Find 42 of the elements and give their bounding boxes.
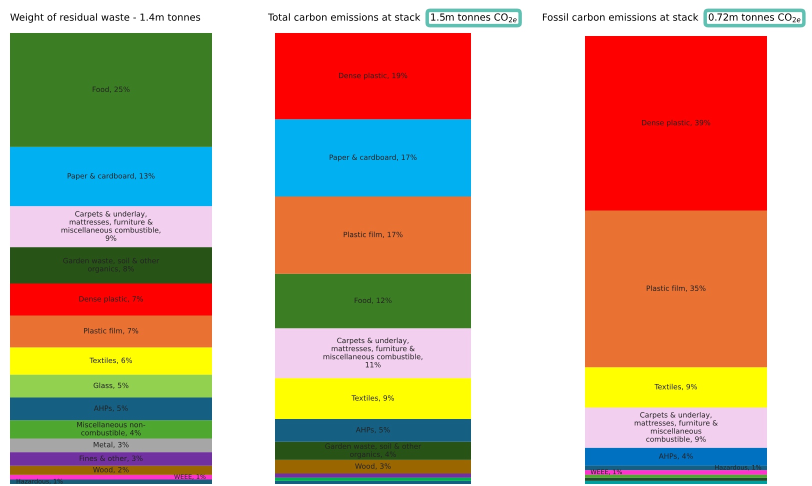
bar — [585, 478, 767, 481]
bar — [585, 474, 767, 478]
bar — [10, 420, 212, 438]
bar — [10, 374, 212, 398]
chart-title: Total carbon emissions at stack — [268, 13, 420, 21]
bar — [10, 479, 212, 484]
text: 1.5m tonnes CO$_{2e}$ — [431, 13, 517, 22]
bar — [10, 206, 212, 248]
bar — [275, 196, 471, 274]
bar — [10, 315, 212, 348]
bar — [585, 470, 767, 475]
text: 0.72m tonnes CO$_{2e}$ — [708, 13, 800, 22]
bar — [585, 210, 767, 368]
bar — [585, 36, 767, 211]
bar — [275, 328, 471, 378]
bar — [10, 438, 212, 452]
bar — [585, 407, 767, 448]
bar — [585, 448, 767, 466]
bar — [275, 378, 471, 420]
bar — [585, 367, 767, 408]
bar — [275, 419, 471, 442]
bar — [585, 480, 767, 484]
bar — [275, 478, 471, 481]
bar — [10, 466, 212, 475]
bar — [585, 466, 767, 470]
bar — [275, 474, 471, 478]
chart-title: Fossil carbon emissions at stack — [542, 13, 698, 21]
bar — [275, 33, 471, 120]
bar — [10, 347, 212, 375]
bar — [10, 33, 212, 147]
bar — [275, 119, 471, 197]
bar — [10, 452, 212, 466]
bar — [275, 460, 471, 474]
bar — [10, 247, 212, 284]
bar — [275, 274, 471, 328]
bar — [275, 442, 471, 460]
bar — [10, 397, 212, 420]
bar — [10, 284, 212, 316]
bar — [10, 146, 212, 206]
bar — [275, 480, 471, 484]
chart-title: Weight of residual waste - 1.4m tonnes — [10, 13, 200, 23]
bar — [10, 474, 212, 480]
